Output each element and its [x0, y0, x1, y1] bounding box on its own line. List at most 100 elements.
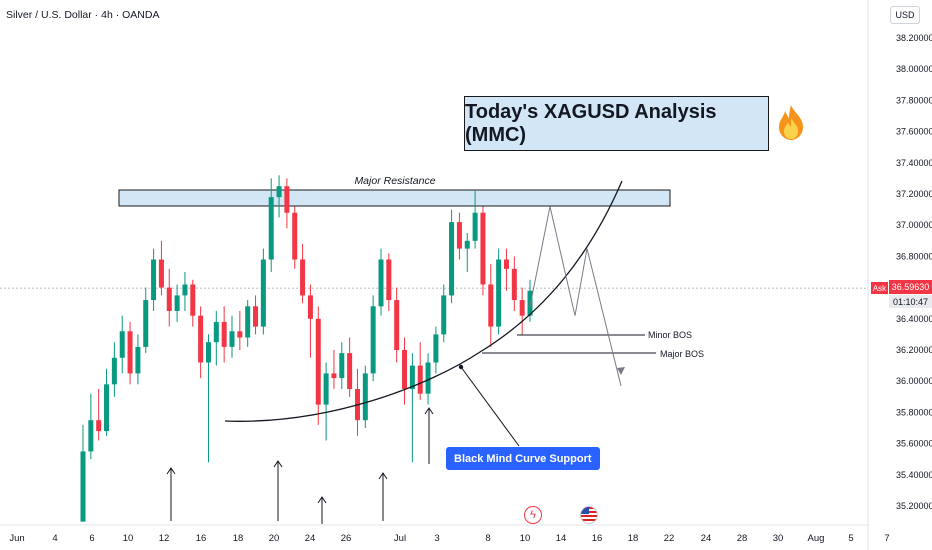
us-flag-icon[interactable]	[580, 506, 598, 524]
candle-body	[221, 321, 227, 347]
candle-body	[370, 306, 376, 374]
time-tick-label: Jul	[394, 533, 406, 544]
candle-body	[347, 353, 353, 389]
candle-body	[198, 315, 204, 363]
candle-body	[158, 259, 164, 288]
candle-body	[182, 284, 188, 296]
time-tick-label: 20	[269, 533, 280, 544]
price-tick-label: 37.80000	[896, 95, 932, 105]
arrow-1	[166, 467, 176, 521]
price-tick-label: 35.40000	[896, 470, 932, 480]
candle-body	[276, 186, 282, 198]
time-tick-label: 5	[848, 533, 853, 544]
time-tick-label: Jun	[9, 533, 24, 544]
current-price-tag: 36.59630	[889, 280, 932, 294]
candle-body	[511, 268, 517, 301]
flash-icon[interactable]: ϟ	[524, 506, 542, 524]
currency-button[interactable]: USD	[890, 6, 920, 24]
curve-support-text: Black Mind Curve Support	[454, 452, 592, 465]
time-tick-label: 18	[628, 533, 639, 544]
candle-body	[127, 331, 133, 374]
price-tick-label: 36.20000	[896, 345, 932, 355]
candle-body	[119, 331, 125, 358]
candle-body	[80, 451, 86, 522]
price-tick-label: 37.00000	[896, 220, 932, 230]
candle-body	[292, 212, 298, 260]
arrow-4	[378, 472, 388, 521]
time-tick-label: 7	[884, 533, 889, 544]
candle-body	[260, 259, 266, 327]
candle-body	[284, 186, 290, 213]
candle-body	[268, 197, 274, 260]
time-tick-label: 6	[89, 533, 94, 544]
candle-body	[472, 212, 478, 241]
candle-body	[527, 290, 533, 316]
price-tick-label: 38.20000	[896, 33, 932, 43]
arrow-5	[424, 407, 434, 464]
candle-body	[237, 331, 243, 338]
candle-body	[496, 259, 502, 327]
projected-path[interactable]	[529, 206, 622, 387]
time-tick-label: 26	[341, 533, 352, 544]
candle-body	[441, 295, 447, 335]
candle-body	[331, 373, 337, 379]
time-tick-label: 24	[305, 533, 316, 544]
candle-body	[386, 259, 392, 301]
candle-body	[96, 420, 102, 432]
projected-arrowhead	[617, 367, 625, 375]
major-resistance-label: Major Resistance	[354, 175, 435, 187]
time-tick-label: 10	[520, 533, 531, 544]
candle-body	[394, 300, 400, 350]
candle-body	[245, 306, 251, 338]
price-tick-label: 36.00000	[896, 376, 932, 386]
candle-body	[449, 222, 455, 296]
time-tick-label: 24	[701, 533, 712, 544]
curve-pointer-line	[460, 366, 520, 447]
time-tick-label: 8	[485, 533, 490, 544]
fire-icon	[779, 105, 803, 140]
support-arrows	[166, 407, 434, 524]
time-axis-labels: Jun 4 6 10 12 16 18 20 24 26 Jul 3 8 10 14 16 18 22 24 28 30…	[9, 533, 889, 544]
ask-tag: Ask	[871, 282, 888, 294]
candle-body	[166, 287, 172, 311]
price-tick-label: 35.80000	[896, 407, 932, 417]
arrow-3	[317, 496, 327, 524]
candle-body	[503, 259, 509, 269]
candle-body	[104, 384, 110, 432]
time-tick-label: 4	[52, 533, 57, 544]
major-resistance-zone[interactable]	[118, 189, 671, 207]
curve-support-label[interactable]: Black Mind Curve Support	[446, 447, 600, 470]
time-tick-label: 28	[737, 533, 748, 544]
time-tick-label: 30	[773, 533, 784, 544]
time-tick-label: 16	[196, 533, 207, 544]
candle-body	[323, 373, 329, 405]
candle-body	[480, 212, 486, 285]
candle-body	[135, 346, 141, 374]
candle-body	[378, 259, 384, 307]
price-axis-labels: 38.20000 38.00000 37.80000 37.60000 37.40000…	[896, 33, 932, 511]
candle-body	[307, 295, 313, 319]
price-tick-label: 38.00000	[896, 64, 932, 74]
candle-body	[190, 284, 196, 316]
price-tick-label: 37.20000	[896, 189, 932, 199]
price-tick-label: 35.20000	[896, 501, 932, 511]
candle-body	[229, 331, 235, 347]
candle-body	[409, 365, 415, 389]
candle-body	[464, 240, 470, 249]
candle-body	[253, 306, 259, 327]
candles	[80, 175, 533, 522]
candle-body	[402, 350, 408, 389]
time-tick-label: 10	[123, 533, 134, 544]
candle-body	[111, 357, 117, 385]
time-tick-label: 14	[556, 533, 567, 544]
analysis-title: Today's XAGUSD Analysis (MMC)	[465, 100, 717, 146]
major-bos-label: Major BOS	[660, 349, 704, 359]
candle-body	[205, 342, 211, 363]
curve-support-line[interactable]	[224, 180, 623, 422]
symbol-title: Silver / U.S. Dollar · 4h · OANDA	[6, 9, 160, 21]
time-tick-label: 16	[592, 533, 603, 544]
candle-body	[143, 300, 149, 347]
candle-body	[425, 362, 431, 394]
candle-body	[456, 222, 462, 249]
